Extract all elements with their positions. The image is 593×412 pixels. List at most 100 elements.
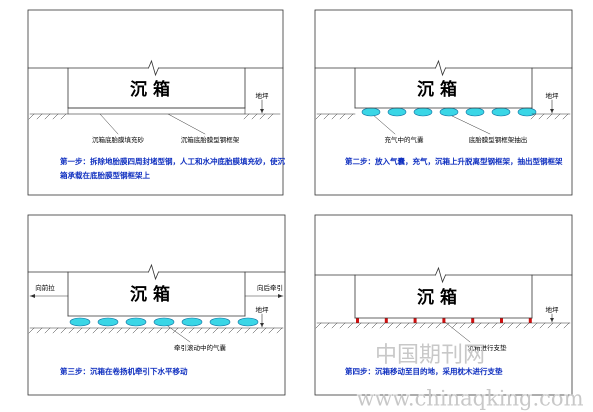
line <box>28 327 35 334</box>
callout: 沉箱进行支垫 <box>468 343 508 352</box>
callout: 底胎膜型钢框架抽出 <box>469 135 528 144</box>
support <box>442 318 446 323</box>
line <box>99 113 119 135</box>
ground-label: 地坪 <box>546 91 560 100</box>
line <box>243 113 250 120</box>
line <box>363 322 370 329</box>
line <box>444 321 471 343</box>
line <box>68 327 75 334</box>
line <box>427 322 434 329</box>
line <box>108 327 115 334</box>
line <box>467 322 474 329</box>
line <box>538 113 545 120</box>
callout: 向后牵引 <box>257 283 283 292</box>
line <box>419 322 426 329</box>
line <box>331 113 338 120</box>
line <box>403 322 410 329</box>
line <box>435 322 442 329</box>
strip <box>67 107 246 115</box>
line <box>60 113 67 120</box>
line <box>236 327 243 334</box>
line <box>188 327 195 334</box>
support <box>500 318 503 323</box>
line <box>267 113 274 120</box>
line <box>44 327 51 334</box>
line <box>339 113 346 120</box>
line <box>167 113 206 135</box>
line <box>515 322 522 329</box>
ground-label: 地坪 <box>546 305 560 314</box>
line <box>499 322 506 329</box>
airbag <box>491 107 511 117</box>
airbag <box>209 317 231 327</box>
line <box>331 322 338 329</box>
airbag <box>181 317 203 327</box>
airbag <box>97 317 119 327</box>
line <box>172 327 179 334</box>
line <box>411 322 418 329</box>
line <box>539 322 546 329</box>
line <box>459 322 466 329</box>
line <box>546 113 553 120</box>
line <box>148 327 155 334</box>
line <box>228 327 235 334</box>
line <box>84 327 91 334</box>
line <box>260 327 267 334</box>
line <box>276 327 283 334</box>
support <box>413 318 417 323</box>
ground-label: 地坪 <box>256 305 270 314</box>
line <box>100 327 107 334</box>
airbag <box>237 317 259 327</box>
callout: 充气中的气囊 <box>385 135 425 144</box>
line <box>156 327 163 334</box>
callout: 沉箱底胎膜填充砂 <box>92 135 145 144</box>
line <box>52 327 59 334</box>
line <box>475 322 482 329</box>
airbag <box>387 107 407 117</box>
line <box>347 113 354 120</box>
break <box>434 59 447 77</box>
line <box>28 113 35 120</box>
line <box>451 322 458 329</box>
line <box>555 322 562 329</box>
callout: 向前拉 <box>35 283 55 292</box>
line <box>220 327 227 334</box>
caption: 第一步：拆除地胎膜四周封堵型钢，人工和水冲底胎膜填充砂，使沉 <box>60 156 285 166</box>
line <box>523 322 530 329</box>
line <box>387 322 394 329</box>
break <box>147 263 160 281</box>
airbag <box>361 107 381 117</box>
line <box>547 322 554 329</box>
line <box>132 327 139 334</box>
caption: 箱承载在底胎膜型钢框架上 <box>60 170 150 180</box>
line <box>347 322 354 329</box>
line <box>116 327 123 334</box>
airbag <box>153 317 175 327</box>
watermark: www.chinaqking.com <box>356 387 583 411</box>
line <box>371 322 378 329</box>
break <box>147 59 160 77</box>
line <box>447 113 491 135</box>
support <box>356 318 359 323</box>
line <box>124 327 131 334</box>
caption: 第四步：沉箱移动至目的地，采用枕木进行支垫 <box>345 366 503 376</box>
caisson-label: 沉 箱 <box>130 284 170 305</box>
frames <box>27 9 573 396</box>
line <box>315 113 322 120</box>
caption: 第三步：沉箱在卷扬机牵引下水平移动 <box>60 366 188 376</box>
line <box>379 322 386 329</box>
line <box>323 113 330 120</box>
callout: 沉箱底胎膜型钢框架 <box>181 135 240 144</box>
line <box>164 327 171 334</box>
ground-label: 地坪 <box>256 91 270 100</box>
support <box>528 318 532 323</box>
line <box>36 327 43 334</box>
line <box>323 322 330 329</box>
watermark: 中国期刊网 <box>375 343 485 368</box>
line <box>563 322 570 329</box>
line <box>443 322 450 329</box>
line <box>180 327 187 334</box>
line <box>60 327 67 334</box>
